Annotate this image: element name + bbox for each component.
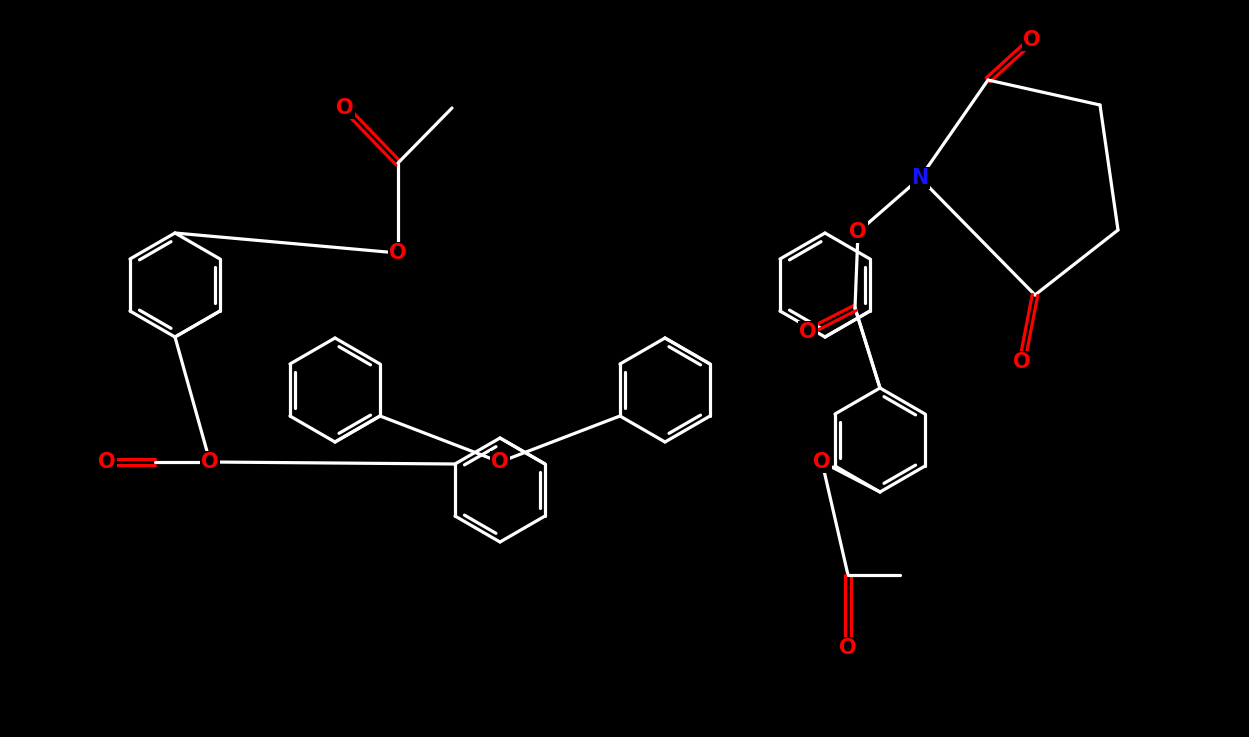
Text: O: O: [201, 452, 219, 472]
Text: O: O: [799, 322, 817, 342]
Text: O: O: [1023, 30, 1040, 50]
Text: O: O: [99, 452, 116, 472]
Text: O: O: [839, 638, 857, 658]
Text: N: N: [912, 168, 929, 188]
Text: O: O: [813, 452, 831, 472]
Text: O: O: [1013, 352, 1030, 372]
Text: O: O: [336, 98, 353, 118]
Text: O: O: [491, 452, 508, 472]
Text: O: O: [390, 243, 407, 263]
Text: O: O: [849, 222, 867, 242]
